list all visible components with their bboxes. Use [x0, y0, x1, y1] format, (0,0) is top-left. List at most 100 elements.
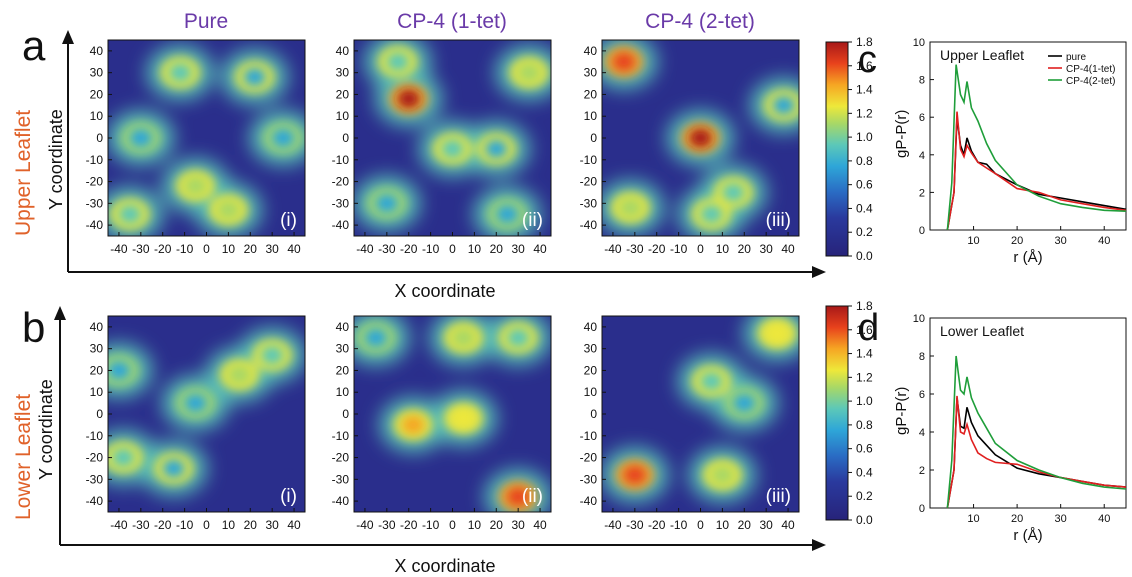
- colorbar-tick: 1.2: [856, 370, 873, 384]
- density-hotspot: [243, 68, 266, 87]
- x-tick-label: 20: [490, 242, 504, 256]
- x-tick-label: 40: [287, 242, 301, 256]
- density-hotspot: [722, 183, 745, 202]
- y-tick-label: 30: [336, 342, 350, 356]
- density-hotspot: [364, 328, 387, 347]
- density-hotspot: [700, 205, 723, 224]
- colorbar-tick: 0.0: [856, 249, 873, 263]
- y-tick-label: -40: [580, 494, 598, 508]
- rdf-x-tick: 40: [1098, 513, 1110, 525]
- density-hotspot: [169, 63, 192, 82]
- heatmap-a-3: -40 -30 -20 -10 0 10 20 30 40403020100-10-20-30-…: [580, 39, 800, 256]
- x-tick-label: -10: [422, 242, 440, 256]
- y-tick-label: -20: [86, 451, 104, 465]
- panel-letter-a: a: [22, 22, 46, 69]
- colorbar-tick: 0.6: [856, 442, 873, 456]
- colorbar-tick: 0.8: [856, 418, 873, 432]
- x-axis-label-lower: X coordinate: [394, 556, 495, 576]
- x-tick-label: 20: [244, 518, 258, 532]
- x-tick-label: 10: [222, 518, 236, 532]
- density-hotspot: [402, 415, 425, 434]
- density-hotspot: [733, 394, 756, 413]
- y-tick-label: 10: [336, 109, 350, 123]
- x-tick-label: -40: [604, 242, 622, 256]
- y-tick-label: -20: [580, 175, 598, 189]
- y-tick-label: -20: [86, 175, 104, 189]
- y-tick-label: -40: [86, 494, 104, 508]
- x-tick-label: 30: [759, 518, 773, 532]
- x-tick-label: -10: [176, 518, 194, 532]
- colorbar-tick: 0.0: [856, 513, 873, 527]
- rdf-frame: [929, 317, 1127, 509]
- rdf-series-line: [946, 64, 1127, 231]
- subpanel-tag: (ii): [522, 486, 543, 507]
- y-tick-label: 10: [584, 385, 598, 399]
- y-tick-label: -20: [332, 451, 350, 465]
- x-tick-label: 30: [511, 242, 525, 256]
- colorbar-tick: 1.0: [856, 394, 873, 408]
- x-tick-label: 0: [449, 242, 456, 256]
- y-tick-label: -40: [580, 218, 598, 232]
- density-hotspot: [496, 205, 519, 224]
- density-hotspot: [507, 328, 530, 347]
- colorbar-tick: 0.4: [856, 201, 873, 215]
- rdf-y-tick: 0: [919, 225, 925, 237]
- y-tick-label: -40: [332, 494, 350, 508]
- rdf-x-tick: 10: [967, 235, 979, 247]
- density-hotspot: [507, 487, 530, 506]
- y-tick-label: 20: [336, 87, 350, 101]
- colorbar-tick: 0.8: [856, 154, 873, 168]
- colorbar-tick: 0.6: [856, 178, 873, 192]
- x-axis-label-upper: X coordinate: [394, 281, 495, 301]
- density-hotspot: [272, 129, 295, 147]
- x-tick-label: -40: [604, 518, 622, 532]
- rdf-x-tick: 30: [1055, 513, 1067, 525]
- colorbar-tick: 1.6: [856, 323, 873, 337]
- x-tick-label: 20: [244, 242, 258, 256]
- colorbar-tick: 1.4: [856, 347, 873, 361]
- y-tick-label: 40: [336, 320, 350, 334]
- y-tick-label: 20: [584, 363, 598, 377]
- rdf-x-tick: 20: [1011, 513, 1023, 525]
- x-tick-label: 10: [222, 242, 236, 256]
- column-title-pure: Pure: [184, 10, 228, 33]
- y-tick-label: -10: [332, 429, 350, 443]
- x-tick-label: -10: [670, 518, 688, 532]
- rdf-x-tick: 20: [1011, 235, 1023, 247]
- density-hotspot: [397, 89, 420, 108]
- rdf-y-tick: 8: [919, 351, 925, 363]
- legend-entry: CP-4(1-tet): [1066, 64, 1115, 75]
- rdf-x-tick: 30: [1055, 235, 1067, 247]
- axis-arrows-a: [62, 30, 826, 278]
- y-tick-label: 20: [90, 87, 104, 101]
- heatmap-b-1: -40 -30 -20 -10 0 10 20 30 40403020100-10-20-30-…: [86, 315, 306, 532]
- y-tick-label: -30: [580, 196, 598, 210]
- density-hotspot: [129, 129, 152, 147]
- density-hotspot: [375, 194, 398, 213]
- density-hotspot: [217, 200, 240, 219]
- panel-letter-b: b: [22, 304, 45, 351]
- heatmap-b-3: -40 -30 -20 -10 0 10 20 30 40403020100-10-20-30-…: [580, 315, 800, 532]
- density-hotspot: [711, 465, 734, 484]
- x-tick-label: -10: [670, 242, 688, 256]
- x-tick-label: 0: [203, 242, 210, 256]
- y-tick-label: 0: [342, 407, 349, 421]
- rdf-y-tick: 10: [913, 37, 925, 49]
- density-hotspot: [108, 361, 130, 380]
- rdf-title: Lower Leaflet: [940, 323, 1024, 339]
- x-tick-label: 10: [716, 242, 730, 256]
- x-tick-label: -10: [422, 518, 440, 532]
- y-tick-label: -30: [86, 196, 104, 210]
- x-tick-label: 40: [781, 242, 795, 256]
- y-tick-label: -10: [86, 429, 104, 443]
- y-tick-label: 20: [584, 87, 598, 101]
- density-hotspot: [452, 409, 475, 428]
- density-hotspot: [118, 205, 141, 224]
- heatmap-a-2: -40 -30 -20 -10 0 10 20 30 40403020100-10-20-30-…: [332, 39, 552, 256]
- x-tick-label: -40: [110, 242, 128, 256]
- density-hotspot: [700, 372, 723, 391]
- density-hotspot: [772, 96, 795, 115]
- x-tick-label: -20: [154, 242, 172, 256]
- y-tick-label: -30: [332, 196, 350, 210]
